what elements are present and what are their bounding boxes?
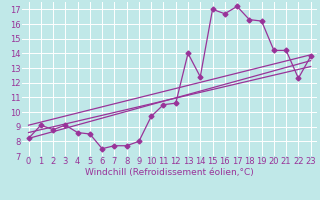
X-axis label: Windchill (Refroidissement éolien,°C): Windchill (Refroidissement éolien,°C) xyxy=(85,168,254,177)
